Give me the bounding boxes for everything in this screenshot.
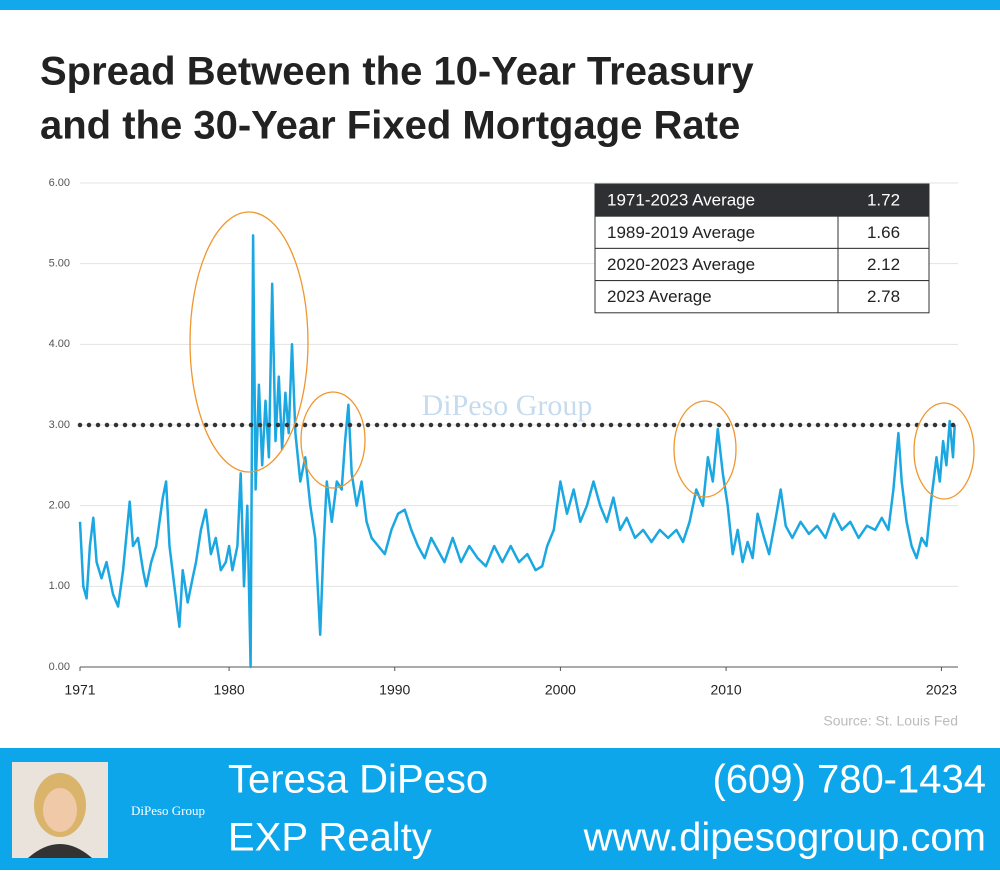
- y-tick-label: 6.00: [49, 177, 70, 189]
- x-tick-label: 2000: [545, 682, 576, 698]
- agent-photo-body: [28, 844, 92, 858]
- highlight-ellipse: [300, 391, 366, 489]
- x-tick-label: 1980: [214, 682, 245, 698]
- y-tick-label: 5.00: [49, 258, 70, 270]
- spread-line: [78, 234, 956, 669]
- table-label: 2020-2023 Average: [607, 255, 755, 274]
- stats-table: 1971-2023 Average 1.72 1989-2019 Average 1.…: [594, 183, 930, 314]
- y-tick-label: 1.00: [49, 580, 70, 592]
- highlight-ellipse: [673, 400, 737, 498]
- table-value: 2.12: [867, 255, 900, 274]
- chart-title: and the 30-Year Fixed Mortgage Rate: [40, 104, 740, 148]
- top-band: [0, 0, 1000, 10]
- x-tick-label: 1990: [379, 682, 410, 698]
- table-value: 2.78: [867, 287, 900, 306]
- chart-title: Spread Between the 10-Year Treasury: [40, 50, 754, 94]
- source: Source: St. Louis Fed: [823, 713, 958, 729]
- x-tick-label: 2010: [710, 682, 741, 698]
- agent-phone: (609) 780-1434: [712, 758, 986, 802]
- agent-company: EXP Realty: [228, 816, 432, 860]
- table-label: 2023 Average: [607, 287, 712, 306]
- watermark: DiPeso Group: [422, 389, 593, 422]
- y-tick-label: 2.00: [49, 500, 70, 512]
- y-tick-label: 4.00: [49, 338, 70, 350]
- table-row: [594, 280, 930, 314]
- table-label: 1989-2019 Average: [607, 223, 755, 242]
- y-tick-label: 0.00: [49, 661, 70, 673]
- table-row: [594, 183, 930, 217]
- highlight-ellipse: [913, 402, 975, 500]
- table-row: [594, 247, 930, 282]
- agent-name: Teresa DiPeso: [228, 758, 488, 802]
- table-row: [594, 215, 930, 249]
- table-value: 1.66: [867, 223, 900, 242]
- table-label: 1971-2023 Average: [607, 191, 755, 210]
- highlight-ellipse: [189, 211, 309, 473]
- footer-band: [0, 748, 1000, 870]
- x-tick-label: 1971: [64, 682, 95, 698]
- agent-photo-face: [43, 788, 77, 832]
- agent-website: www.dipesogroup.com: [583, 816, 986, 860]
- x-tick-label: 2023: [926, 682, 957, 698]
- plot-area: 0.00 1.00 2.00 3.00 4.00 5.00 6.00 1971 1980 1990…: [49, 177, 959, 698]
- y-tick-label: 3.00: [49, 419, 70, 431]
- footer-logo: DiPeso Group: [131, 803, 205, 818]
- table-value: 1.72: [867, 191, 900, 210]
